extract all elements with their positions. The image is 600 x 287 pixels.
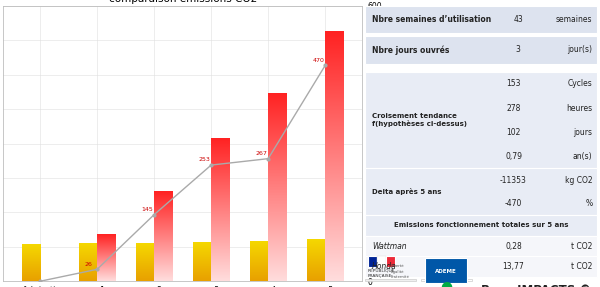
Text: Cycles: Cycles [568,79,592,88]
Text: t CO2: t CO2 [571,242,592,251]
Bar [365,6,597,33]
Y-axis label: gain emissions (%): gain emissions (%) [384,107,393,180]
Bar [365,72,597,168]
Text: -11353: -11353 [500,176,527,185]
Text: 26: 26 [85,262,92,267]
Text: 145: 145 [142,207,154,212]
Bar [386,257,395,267]
Text: kg CO2: kg CO2 [565,176,592,185]
Title: comparaison emissions CO2: comparaison emissions CO2 [109,0,257,3]
Text: 278: 278 [506,104,521,113]
Bar [365,278,416,281]
Text: 13,77: 13,77 [503,262,524,271]
Text: jour(s): jour(s) [568,45,592,54]
Text: 102: 102 [506,128,521,137]
Bar [365,36,597,64]
Text: jours: jours [574,128,592,137]
Bar [365,236,597,257]
Text: Emissions fonctionnement totales sur 5 ans: Emissions fonctionnement totales sur 5 a… [394,222,568,228]
Text: ●: ● [440,280,452,287]
Bar [368,257,377,267]
Bar [365,257,597,277]
Text: heures: heures [566,104,592,113]
Bar [421,278,472,281]
Text: 267: 267 [256,151,268,156]
Text: 0,28: 0,28 [505,242,522,251]
Text: 43: 43 [514,15,523,24]
Text: Delta après 5 ans: Delta après 5 ans [372,188,442,195]
Text: 3: 3 [516,45,521,54]
Text: Nbre jours ouvrés: Nbre jours ouvrés [372,45,449,55]
Text: 470: 470 [313,58,325,63]
Text: Croisement tendance
f(hypothèses ci-dessus): Croisement tendance f(hypothèses ci-dess… [372,113,467,127]
Text: FRANÇAISE: FRANÇAISE [368,274,392,278]
Text: Liberté
Égalité
Fraternité: Liberté Égalité Fraternité [391,264,410,278]
Bar [377,257,386,267]
Text: Base IMPACTS ®: Base IMPACTS ® [481,284,591,287]
Text: t CO2: t CO2 [571,262,592,271]
Text: RÉPUBLIQUE: RÉPUBLIQUE [368,269,395,274]
Bar [365,215,597,236]
Bar [365,168,597,215]
Bar [425,258,467,283]
Text: an(s): an(s) [573,152,592,161]
Text: ADEME: ADEME [436,269,457,274]
Text: %: % [585,199,592,208]
Text: Nbre semaines d’utilisation: Nbre semaines d’utilisation [372,15,491,24]
Text: semaines: semaines [556,15,592,24]
Text: 153: 153 [506,79,521,88]
Text: 253: 253 [199,157,211,162]
Text: Honda: Honda [372,262,397,271]
Text: 0,79: 0,79 [505,152,522,161]
Text: Wattman: Wattman [372,242,407,251]
Text: -470: -470 [505,199,522,208]
